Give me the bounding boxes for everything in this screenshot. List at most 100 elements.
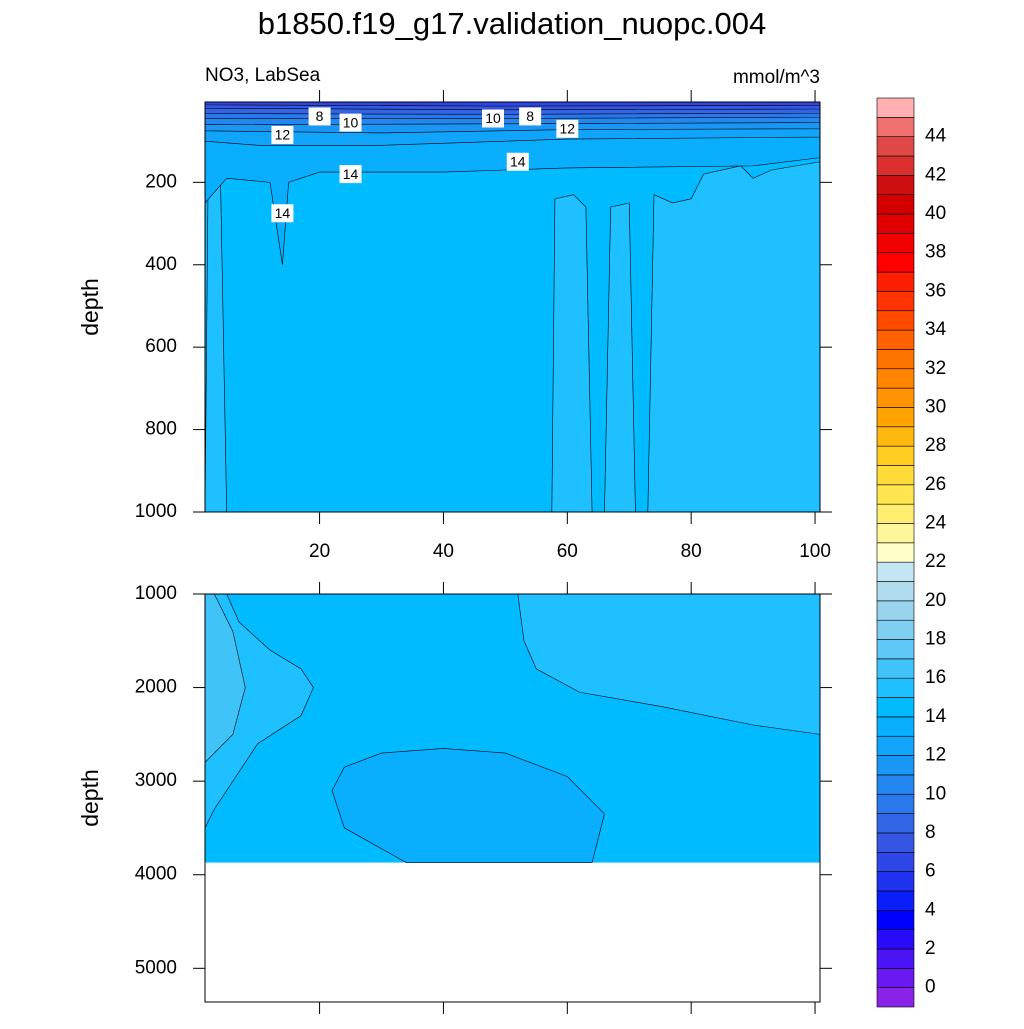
contour-label: 8	[316, 108, 324, 124]
colorbar-box	[876, 561, 915, 582]
y-tick-label: 5000	[135, 957, 177, 978]
colorbar-label: 10	[925, 783, 946, 804]
colorbar-box	[876, 310, 915, 331]
colorbar-box	[876, 252, 915, 273]
x-tick-label: 100	[799, 541, 831, 562]
contour-label: 12	[275, 127, 291, 143]
colorbar-label: 20	[925, 590, 946, 611]
x-tick-label: 20	[309, 541, 330, 562]
colorbar-box	[876, 175, 915, 196]
left-label: NO3, LabSea	[205, 65, 321, 86]
colorbar-box	[876, 194, 915, 215]
contour-region	[517, 594, 820, 735]
contour-label: 14	[510, 153, 526, 169]
y-tick-label: 2000	[135, 677, 177, 698]
colorbar-box	[876, 774, 915, 795]
colorbar-box	[876, 329, 915, 350]
y-tick-label: 1000	[135, 583, 177, 604]
plot-frame	[204, 593, 821, 1003]
contour-label: 12	[560, 120, 576, 136]
colorbar-box	[876, 716, 915, 737]
colorbar-box	[876, 987, 915, 1008]
colorbar-label: 16	[925, 667, 946, 688]
colorbar-label: 32	[925, 358, 946, 379]
colorbar-box	[876, 832, 915, 853]
chart-title: b1850.f19_g17.validation_nuopc.004	[258, 6, 767, 41]
x-tick-label: 40	[433, 541, 454, 562]
contour-label-bg	[271, 125, 294, 144]
colorbar-box	[876, 523, 915, 544]
colorbar-box	[876, 136, 915, 157]
colorbar-label: 36	[925, 280, 946, 301]
contour-label-bg	[506, 152, 529, 171]
colorbar-label: 42	[925, 164, 946, 185]
contour-label: 14	[343, 166, 359, 182]
y-tick-label: 3000	[135, 770, 177, 791]
y-tick-label: 600	[145, 336, 177, 357]
y-axis-label: depth	[77, 278, 103, 336]
colorbar-box	[876, 271, 915, 292]
y-tick-label: 200	[145, 171, 177, 192]
colorbar-box	[876, 600, 915, 621]
contour-label: 10	[485, 110, 501, 126]
contour-label-bg	[271, 204, 294, 223]
contour-region	[551, 194, 593, 512]
right-label: mmol/m^3	[733, 67, 820, 88]
colorbar-label: 40	[925, 203, 946, 224]
colorbar-box	[876, 639, 915, 660]
contour-label-bg	[481, 109, 504, 128]
plot-area: 8 10 12 14 14 10 8 12 14	[205, 102, 820, 512]
colorbar-box	[876, 349, 915, 370]
colorbar-label: 0	[925, 977, 936, 998]
colorbar-label: 28	[925, 435, 946, 456]
contour-region	[604, 202, 636, 512]
contour-region	[331, 748, 605, 863]
colorbar-label: 44	[925, 126, 947, 147]
colorbar-label: 6	[925, 861, 936, 882]
colorbar-label: 14	[925, 706, 947, 727]
colorbar-box	[876, 503, 915, 524]
colorbar-box	[876, 155, 915, 176]
colorbar-box	[876, 619, 915, 640]
colorbar-box	[876, 909, 915, 930]
colorbar-label: 26	[925, 474, 946, 495]
colorbar-box	[876, 426, 915, 447]
colorbar-box	[876, 735, 915, 756]
colorbar-label: 12	[925, 745, 946, 766]
y-tick-label: 800	[145, 419, 177, 440]
contour-label-bg	[339, 113, 362, 132]
y-tick-label: 4000	[135, 864, 177, 885]
contour-label-bg	[308, 107, 331, 126]
x-tick-label: 80	[681, 541, 702, 562]
colorbar-box	[876, 291, 915, 312]
x-tick-label: 60	[557, 541, 578, 562]
y-axis-label: depth	[77, 769, 103, 827]
contour-label: 10	[343, 114, 359, 130]
colorbar-box	[876, 542, 915, 563]
colorbar-box	[876, 929, 915, 950]
contour-label-bg	[556, 119, 579, 138]
contour-label: 14	[275, 205, 291, 221]
colorbar-box	[876, 368, 915, 389]
contour-label: 8	[526, 108, 534, 124]
colorbar-box	[876, 755, 915, 776]
colorbar-box	[876, 445, 915, 466]
colorbar-box	[876, 97, 915, 118]
colorbar-label: 30	[925, 396, 946, 417]
colorbar-box	[876, 658, 915, 679]
plot-area	[205, 594, 820, 863]
contour-region	[205, 594, 246, 763]
colorbar-box	[876, 890, 915, 911]
colorbar-label: 24	[925, 513, 947, 534]
colorbar-label: 18	[925, 629, 946, 650]
colorbar-label: 38	[925, 242, 946, 263]
colorbar-box	[876, 465, 915, 486]
colorbar-box	[876, 581, 915, 602]
colorbar-label: 34	[925, 319, 947, 340]
contour-region	[647, 161, 820, 512]
colorbar-box	[876, 407, 915, 428]
y-tick-label: 400	[145, 254, 177, 275]
contour-region	[205, 102, 820, 107]
colorbar-box	[876, 233, 915, 254]
